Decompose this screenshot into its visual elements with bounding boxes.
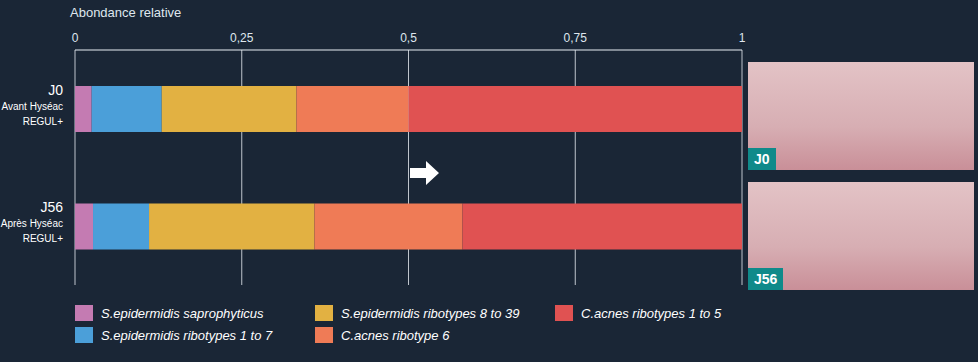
svg-text:0: 0 bbox=[72, 31, 79, 45]
html-text:S.epidermidis ribotypes 8 to 3: S.epidermidis ribotypes 8 to 39 bbox=[341, 305, 520, 321]
svg-text:0,25: 0,25 bbox=[230, 31, 254, 45]
html-text:C.acnes ribotype 6: C.acnes ribotype 6 bbox=[341, 327, 450, 343]
svg-text:0,5: 0,5 bbox=[400, 31, 417, 45]
svg-text:0,75: 0,75 bbox=[564, 31, 588, 45]
html-text:Abondance relative: Abondance relative bbox=[70, 5, 182, 20]
svg-text:1: 1 bbox=[739, 31, 746, 45]
html-text:C.acnes ribotypes 1 to 5: C.acnes ribotypes 1 to 5 bbox=[581, 305, 722, 321]
html-text:J56: J56 bbox=[754, 271, 778, 287]
html-text:J0: J0 bbox=[754, 151, 770, 167]
svg-text:J56Après HyséacREGUL+: J56Après HyséacREGUL+ bbox=[1, 199, 63, 244]
html-text:S.epidermidis saprophyticus: S.epidermidis saprophyticus bbox=[101, 305, 264, 321]
html-text:S.epidermidis ribotypes 1 to 7: S.epidermidis ribotypes 1 to 7 bbox=[101, 327, 273, 343]
svg-text:J0Avant HyséacREGUL+: J0Avant HyséacREGUL+ bbox=[1, 82, 63, 127]
